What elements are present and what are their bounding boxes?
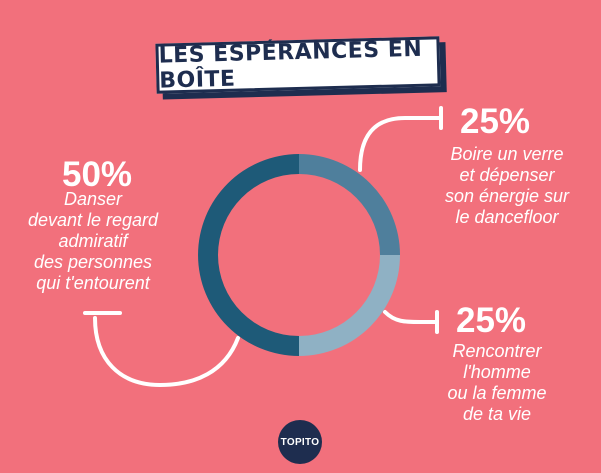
donut-segment-dance xyxy=(198,154,299,356)
connector-line-bottom-right xyxy=(383,310,438,324)
percent-label-top-right: 25% xyxy=(460,102,531,141)
topito-logo: TOPITO xyxy=(278,420,322,464)
logo-text: TOPITO xyxy=(280,436,320,448)
donut-segments xyxy=(198,154,400,356)
connector-line-left xyxy=(93,316,240,388)
percent-label-left: 50% xyxy=(62,155,133,194)
title-banner: LES ESPÉRANCES EN BOÎTE xyxy=(155,36,447,100)
donut-segment-meet xyxy=(299,255,400,356)
slice-label-left: Danser devant le regard admiratif des pe… xyxy=(27,189,159,293)
chart-title: LES ESPÉRANCES EN BOÎTE xyxy=(158,36,423,94)
donut-segment-drink-dance xyxy=(299,154,400,255)
percent-label-bottom-right: 25% xyxy=(456,301,527,340)
title-banner-box: LES ESPÉRANCES EN BOÎTE xyxy=(155,36,441,94)
connector-line-top-right xyxy=(358,116,442,172)
slice-label-bottom-right: Rencontrer l'homme ou la femme de ta vie xyxy=(447,341,547,424)
slice-label-top-right: Boire un verre et dépenser son énergie s… xyxy=(444,144,570,227)
